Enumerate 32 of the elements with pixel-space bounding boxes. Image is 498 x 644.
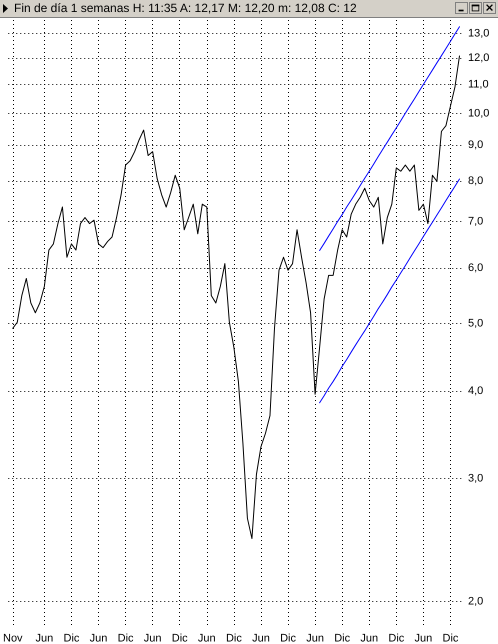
x-tick-label: Jun bbox=[306, 632, 324, 644]
y-tick-label: 7,0 bbox=[468, 215, 484, 228]
x-tick-label: Jun bbox=[414, 632, 432, 644]
x-tick-label: Jun bbox=[252, 632, 270, 644]
x-tick-label: Jun bbox=[90, 632, 108, 644]
x-tick-label: Jun bbox=[35, 632, 54, 644]
x-tick-label: Dic bbox=[118, 632, 134, 644]
x-tick-label: Dic bbox=[388, 632, 405, 644]
y-tick-label: 2,0 bbox=[468, 595, 484, 608]
y-tick-label: 3,0 bbox=[468, 472, 484, 484]
y-tick-label: 6,0 bbox=[468, 262, 484, 274]
y-tick-label: 10,0 bbox=[468, 107, 490, 120]
line-series bbox=[319, 26, 460, 251]
y-tick-label: 9,0 bbox=[468, 139, 484, 152]
x-tick-label: Jun bbox=[144, 632, 162, 644]
x-tick-label: Nov bbox=[3, 632, 24, 644]
y-tick-label: 4,0 bbox=[468, 385, 484, 398]
x-tick-label: Dic bbox=[442, 632, 459, 644]
x-tick-label: Dic bbox=[63, 632, 80, 644]
x-tick-label: Jun bbox=[360, 632, 378, 644]
y-tick-label: 5,0 bbox=[468, 317, 484, 330]
y-tick-label: 11,0 bbox=[468, 78, 489, 90]
line-series bbox=[319, 178, 460, 404]
x-tick-label: Dic bbox=[172, 632, 188, 644]
chart-title: Fin de día 1 semanas H: 11:35 A: 12,17 M: 12,20 m: 12,08 C: 12 bbox=[14, 1, 357, 15]
y-tick-label: 13,0 bbox=[468, 28, 490, 40]
x-tick-label: Jun bbox=[198, 632, 216, 644]
y-tick-label: 8,0 bbox=[468, 174, 484, 187]
y-tick-label: 12,0 bbox=[468, 52, 490, 64]
x-tick-label: Dic bbox=[226, 632, 242, 644]
x-tick-label: Dic bbox=[280, 632, 296, 644]
x-tick-label: Dic bbox=[334, 632, 351, 644]
